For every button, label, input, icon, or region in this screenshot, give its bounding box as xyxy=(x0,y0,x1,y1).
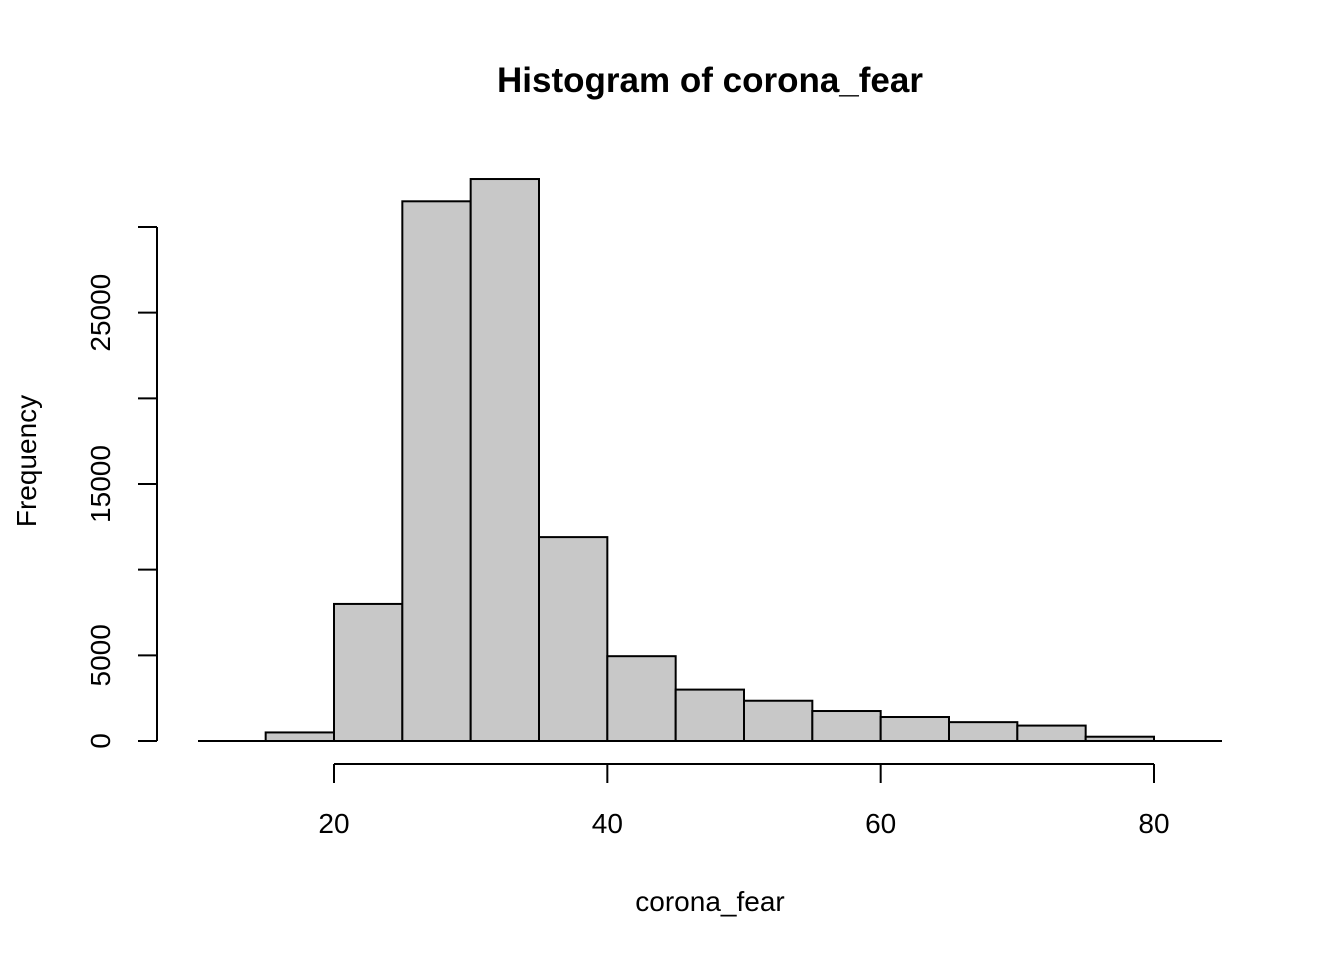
x-tick-label-60: 60 xyxy=(865,808,896,839)
histogram-bar-40-45 xyxy=(606,655,677,742)
histogram-bar-70-75 xyxy=(1016,724,1087,743)
y-tick-label-5000: 5000 xyxy=(85,624,116,686)
bars-group xyxy=(264,178,1155,743)
histogram-bar-60-65 xyxy=(879,716,951,742)
y-axis: 0 5000 15000 25000 xyxy=(85,226,158,749)
x-tick-label-40: 40 xyxy=(592,808,623,839)
histogram-bar-65-70 xyxy=(948,721,1019,742)
y-tick-label-15000: 15000 xyxy=(85,445,116,523)
histogram-bar-45-50 xyxy=(674,688,746,742)
y-axis-label: Frequency xyxy=(11,395,42,527)
histogram-bar-35-40 xyxy=(538,536,609,743)
histogram-bar-30-35 xyxy=(469,178,540,742)
histogram-bar-50-55 xyxy=(743,699,814,743)
chart-title: Histogram of corona_fear xyxy=(497,61,923,100)
y-tick-label-0: 0 xyxy=(85,733,116,749)
x-axis-label: corona_fear xyxy=(635,886,784,917)
histogram-bar-25-30 xyxy=(401,200,472,743)
histogram-bar-20-25 xyxy=(333,602,404,743)
histogram-bar-15-20 xyxy=(264,731,335,743)
x-tick-label-80: 80 xyxy=(1138,808,1169,839)
x-axis: 20 40 60 80 xyxy=(318,763,1170,839)
x-tick-label-20: 20 xyxy=(318,808,349,839)
y-tick-label-25000: 25000 xyxy=(85,274,116,352)
histogram-bar-55-60 xyxy=(811,710,882,742)
